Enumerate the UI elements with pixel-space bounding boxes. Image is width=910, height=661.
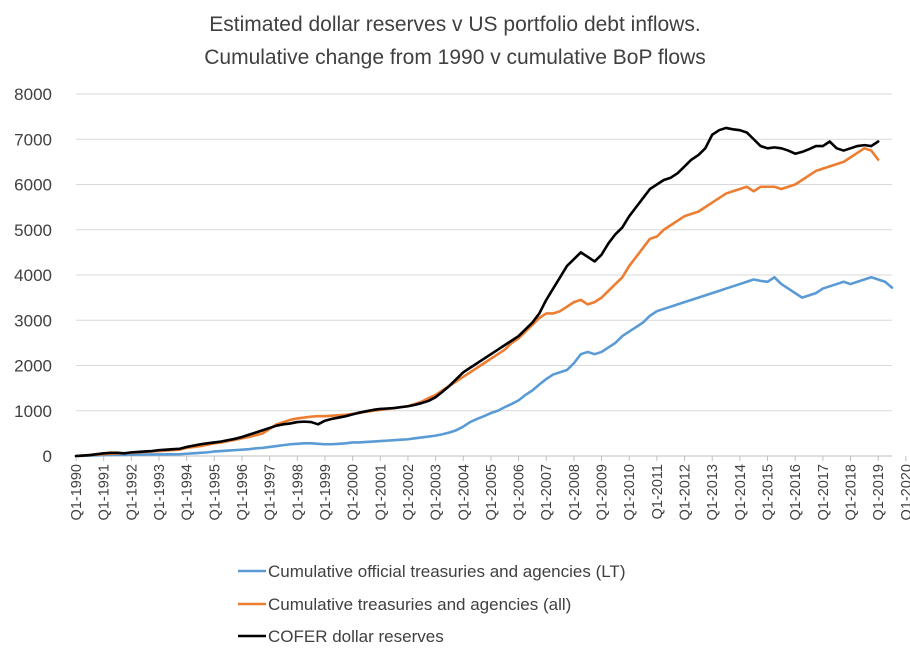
x-tick-label: Q1-2001 bbox=[373, 464, 389, 520]
series-line-3 bbox=[74, 126, 880, 458]
x-tick-label: Q1-1995 bbox=[207, 464, 223, 520]
x-tick-label: Q1-2013 bbox=[705, 464, 721, 520]
x-tick-label: Q1-2007 bbox=[539, 464, 555, 520]
legend-label-3: COFER dollar reserves bbox=[268, 627, 444, 646]
x-tick-label: Q1-1999 bbox=[318, 464, 334, 520]
x-tick-label: Q1-1991 bbox=[97, 464, 113, 520]
x-tick-label: Q1-2003 bbox=[429, 464, 445, 520]
x-tick-label: Q1-1990 bbox=[69, 464, 85, 520]
legend-label-1: Cumulative official treasuries and agenc… bbox=[268, 562, 625, 581]
x-tick-label: Q1-2008 bbox=[567, 464, 583, 520]
x-tick-label: Q1-2015 bbox=[761, 464, 777, 520]
x-tick-label: Q1-1998 bbox=[290, 464, 306, 520]
legend: Cumulative official treasuries and agenc… bbox=[238, 562, 625, 646]
series-line-2 bbox=[74, 147, 880, 458]
x-tick-label: Q1-2004 bbox=[456, 464, 472, 520]
x-tick-label: Q1-1993 bbox=[152, 464, 168, 520]
x-tick-label: Q1-2011 bbox=[650, 464, 666, 519]
x-tick-label: Q1-2002 bbox=[401, 464, 417, 520]
y-tick-label: 6000 bbox=[14, 176, 52, 195]
y-tick-label: 0 bbox=[43, 447, 52, 466]
series-lines bbox=[74, 126, 894, 458]
y-tick-label: 7000 bbox=[14, 130, 52, 149]
x-tick-label: Q1-1992 bbox=[124, 464, 140, 520]
chart-title-line-2: Cumulative change from 1990 v cumulative… bbox=[204, 46, 706, 69]
chart-title: Estimated dollar reserves v US portfolio… bbox=[204, 13, 706, 69]
x-tick-label: Q1-2018 bbox=[844, 464, 860, 520]
y-tick-label: 4000 bbox=[14, 266, 52, 285]
series-line-1 bbox=[74, 275, 894, 458]
y-tick-label: 2000 bbox=[14, 357, 52, 376]
x-tick-label: Q1-1996 bbox=[235, 464, 251, 520]
gridlines bbox=[76, 93, 892, 457]
x-tick-label: Q1-2017 bbox=[816, 464, 832, 520]
x-tick-label: Q1-2009 bbox=[595, 464, 611, 520]
y-tick-label: 1000 bbox=[14, 402, 52, 421]
x-tick-label: Q1-2010 bbox=[622, 464, 638, 520]
legend-label-2: Cumulative treasuries and agencies (all) bbox=[268, 595, 571, 614]
x-axis-tick-labels: Q1-1990 Q1-1991 Q1-1992 Q1-1993 Q1-1994 Q1-19… bbox=[69, 456, 910, 520]
x-tick-label: Q1-2020 bbox=[899, 464, 910, 520]
x-tick-label: Q1-1997 bbox=[263, 464, 279, 520]
x-tick-label: Q1-2019 bbox=[871, 464, 887, 520]
y-tick-label: 5000 bbox=[14, 221, 52, 240]
x-tick-label: Q1-2006 bbox=[512, 464, 528, 520]
x-tick-label: Q1-2012 bbox=[678, 464, 694, 520]
x-tick-label: Q1-2000 bbox=[346, 464, 362, 520]
x-tick-label: Q1-2016 bbox=[788, 464, 804, 520]
chart-title-line-1: Estimated dollar reserves v US portfolio… bbox=[209, 13, 700, 36]
x-tick-label: Q1-1994 bbox=[180, 464, 196, 520]
y-tick-label: 3000 bbox=[14, 311, 52, 330]
y-tick-label: 8000 bbox=[14, 85, 52, 104]
y-axis-tick-labels: 0 1000 2000 3000 4000 5000 6000 7000 8000 bbox=[14, 85, 52, 466]
x-tick-label: Q1-2005 bbox=[484, 464, 500, 520]
x-tick-label: Q1-2014 bbox=[733, 464, 749, 520]
